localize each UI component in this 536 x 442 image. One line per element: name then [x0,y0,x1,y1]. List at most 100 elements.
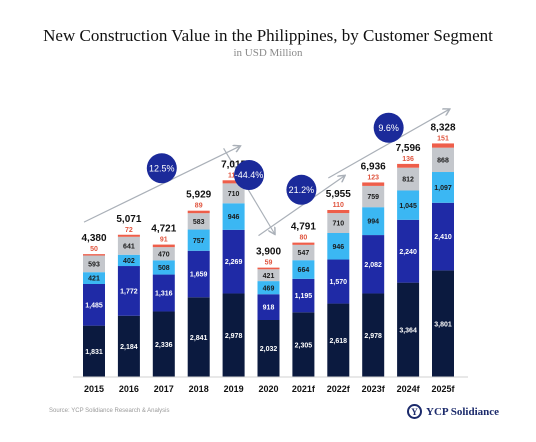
bar-segment [257,281,280,295]
data-label: 994 [367,219,379,226]
data-label: 2,082 [364,262,382,269]
bar-segment [152,247,175,261]
bar-segment [222,180,245,184]
bar-segment [222,203,245,230]
bar-segment [362,182,385,186]
data-label: 470 [158,251,170,258]
data-label: 664 [298,267,310,274]
x-tick-label: 2019 [224,384,244,394]
chart-title: New Construction Value in the Philippine… [43,26,493,45]
data-label: 110 [333,202,344,209]
bar-segment [187,250,210,298]
data-label: 641 [123,243,135,250]
data-label: 151 [437,135,449,142]
data-label: 1,659 [190,272,208,279]
data-label: 946 [228,214,240,221]
data-label: 2,269 [225,259,243,266]
bar-segment [257,320,280,377]
data-label: 918 [263,305,275,312]
bar-segment [187,229,210,251]
data-label: 1,570 [330,279,348,286]
bar-segment [152,244,175,248]
data-label: 812 [402,177,414,184]
bar-segment [257,269,280,282]
bar-segment [117,315,140,377]
growth-label: 9.6% [378,123,399,133]
data-label: 2,240 [399,249,417,256]
brand-logo: Y YCP Solidiance [407,404,499,419]
total-label: 6,936 [361,161,386,172]
data-label: 593 [88,261,100,268]
data-label: 1,195 [295,293,313,300]
data-label: 2,618 [330,338,348,345]
data-label: 710 [228,191,240,198]
bar-segment [397,282,420,377]
data-label: 3,801 [434,321,452,328]
bar-segment [432,143,454,148]
data-label: 583 [193,219,205,226]
data-label: 2,184 [120,344,138,351]
data-label: 3,364 [399,327,417,334]
data-label: 508 [158,265,170,272]
bar-segment [117,236,140,255]
bar-segment [187,297,210,377]
bar-segment [432,202,454,271]
data-label: 421 [88,276,100,283]
x-tick-label: 2021f [292,384,316,394]
growth-bubble [286,174,317,205]
data-label: 110 [228,172,239,179]
data-label: 2,841 [190,335,208,342]
x-tick-label: 2016 [119,384,139,394]
data-label: 1,485 [85,302,103,309]
total-label: 7,015 [221,159,246,170]
bar-segment [292,260,315,279]
data-label: 868 [437,157,449,164]
bar-segment [83,325,105,377]
bar-segment [152,260,175,275]
bar-segment [432,147,454,173]
x-tick-label: 2024f [397,384,421,394]
data-label: 759 [367,194,379,201]
growth-label: -44.4% [235,170,264,180]
x-tick-label: 2017 [154,384,174,394]
brand-name: YCP Solidiance [426,405,500,418]
bar-segment [152,311,175,377]
data-label: 80 [300,235,308,242]
bar-segment [222,183,245,204]
bar-segment [292,244,315,261]
x-tick-label: 2020 [258,384,278,394]
growth-bubble [373,112,404,143]
x-tick-label: 2015 [84,384,104,394]
data-label: 469 [263,285,275,292]
data-label: 946 [332,244,344,251]
bar-segment [187,213,210,230]
total-label: 4,791 [291,222,316,233]
total-label: 7,596 [396,143,421,154]
bar-segment [327,303,350,377]
bar-segment [327,232,350,260]
data-label: 89 [195,203,203,210]
growth-arrow [328,109,449,179]
data-label: 91 [160,237,168,244]
data-label: 547 [298,250,310,257]
bar-segment [362,293,385,377]
x-tick-label: 2025f [431,384,455,394]
x-tick-label: 2018 [189,384,209,394]
bar-segment [292,312,315,377]
data-label: 2,978 [364,333,382,340]
bar-segment [117,266,140,316]
total-label: 8,328 [430,122,455,133]
total-label: 4,721 [151,224,176,235]
brand-mark-icon: Y [407,404,422,419]
data-label: 2,305 [295,342,313,349]
chart-subtitle: in USD Million [233,47,303,59]
growth-arrow [258,176,345,237]
growth-arrow [223,147,275,233]
growth-bubble [146,153,177,184]
bar-segment [83,272,105,284]
data-label: 2,032 [260,346,278,353]
data-label: 421 [263,273,275,280]
bar-segment [117,254,140,267]
total-label: 5,955 [326,189,351,200]
